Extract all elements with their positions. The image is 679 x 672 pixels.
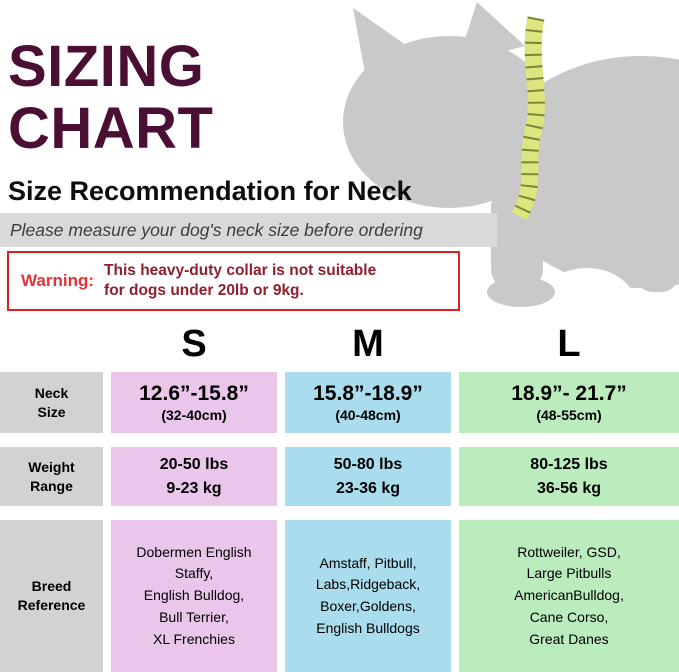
row-label-breed-reference: Breed Reference bbox=[0, 520, 103, 672]
warning-text: This heavy-duty collar is not suitable f… bbox=[104, 261, 377, 299]
size-header-m: M bbox=[352, 322, 384, 365]
weight-range-row: Weight Range 20-50 lbs 9-23 kg 50-80 lbs… bbox=[0, 447, 679, 506]
neck-size-s-value: 12.6”-15.8” bbox=[139, 382, 249, 405]
breed-reference-s-cell: Dobermen English Staffy, English Bulldog… bbox=[111, 520, 277, 672]
neck-size-s-cm: (32-40cm) bbox=[161, 407, 227, 423]
neck-size-m-value: 15.8”-18.9” bbox=[313, 382, 423, 405]
breed-reference-l-cell: Rottweiler, GSD, Large Pitbulls American… bbox=[459, 520, 679, 672]
breed-reference-row: Breed Reference Dobermen English Staffy,… bbox=[0, 520, 679, 672]
neck-size-m-cell: 15.8”-18.9” (40-48cm) bbox=[285, 372, 451, 433]
title-line-2: CHART bbox=[8, 96, 214, 162]
breed-reference-s-value: Dobermen English Staffy, English Bulldog… bbox=[136, 543, 252, 647]
row-label-weight-range: Weight Range bbox=[0, 447, 103, 506]
weight-range-m-cell: 50-80 lbs 23-36 kg bbox=[285, 447, 451, 506]
weight-range-m-value: 50-80 lbs 23-36 kg bbox=[333, 456, 403, 497]
breed-reference-m-value: Amstaff, Pitbull, Labs,Ridgeback, Boxer,… bbox=[315, 554, 421, 636]
page-title: SIZING CHART bbox=[8, 34, 214, 162]
warning-box: Warning: This heavy-duty collar is not s… bbox=[7, 251, 460, 311]
subtitle: Size Recommendation for Neck bbox=[8, 176, 412, 206]
weight-range-s-value: 20-50 lbs 9-23 kg bbox=[159, 456, 229, 497]
neck-size-m-cm: (40-48cm) bbox=[335, 407, 401, 423]
measure-note: Please measure your dog's neck size befo… bbox=[0, 213, 497, 247]
neck-size-l-cell: 18.9”- 21.7” (48-55cm) bbox=[459, 372, 679, 433]
neck-size-row: Neck Size 12.6”-15.8” (32-40cm) 15.8”-18… bbox=[0, 372, 679, 433]
measuring-tape-icon bbox=[511, 16, 545, 221]
neck-size-l-cm: (48-55cm) bbox=[536, 407, 602, 423]
neck-size-l-value: 18.9”- 21.7” bbox=[511, 382, 627, 405]
size-header-row: S M L bbox=[0, 322, 679, 366]
weight-range-l-value: 80-125 lbs 36-56 kg bbox=[530, 456, 608, 497]
row-label-neck-size: Neck Size bbox=[0, 372, 103, 433]
weight-range-s-cell: 20-50 lbs 9-23 kg bbox=[111, 447, 277, 506]
size-header-s: S bbox=[181, 322, 207, 365]
title-line-1: SIZING bbox=[8, 34, 205, 99]
header-spacer bbox=[0, 322, 103, 366]
dog-silhouette bbox=[343, 2, 679, 312]
breed-reference-l-value: Rottweiler, GSD, Large Pitbulls American… bbox=[514, 543, 624, 647]
neck-size-s-cell: 12.6”-15.8” (32-40cm) bbox=[111, 372, 277, 433]
breed-reference-m-cell: Amstaff, Pitbull, Labs,Ridgeback, Boxer,… bbox=[285, 520, 451, 672]
weight-range-l-cell: 80-125 lbs 36-56 kg bbox=[459, 447, 679, 506]
warning-label: Warning: bbox=[21, 271, 95, 290]
size-header-l: L bbox=[557, 322, 581, 365]
